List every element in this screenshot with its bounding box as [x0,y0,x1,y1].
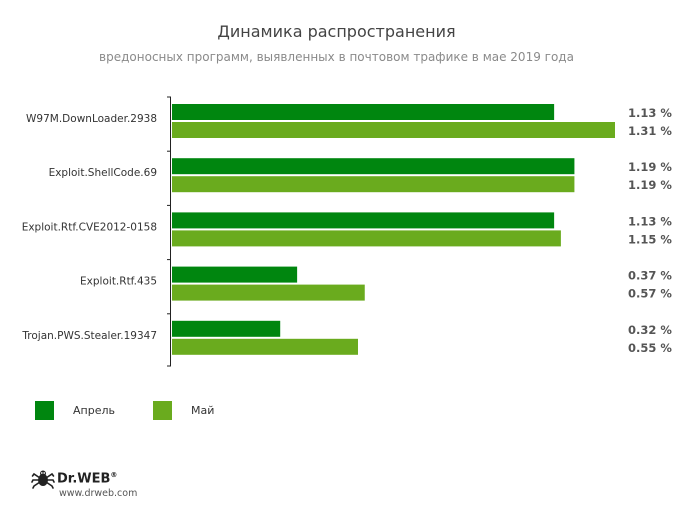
bar-april [172,104,555,120]
value-label-may: 1.19 % [628,178,672,192]
bar-april [172,212,555,229]
chart-title: Динамика распространения [217,22,456,41]
value-label-may: 1.31 % [628,124,672,138]
category-label: Exploit.Rtf.CVE2012-0158 [22,221,157,233]
legend-label-april: Апрель [73,404,115,417]
value-label-april: 1.13 % [628,214,672,228]
category-label: Exploit.Rtf.435 [80,276,157,288]
logo-text: Dr.WEB® [57,471,118,487]
bar-april [172,266,298,283]
value-label-april: 0.37 % [628,269,672,283]
value-label-april: 0.32 % [628,323,672,337]
value-label-april: 1.13 % [628,106,672,120]
legend-swatch-may [153,401,172,420]
legend-swatch-april [35,401,54,420]
bar-april [172,158,575,175]
value-label-may: 0.55 % [628,341,672,355]
value-label-april: 1.19 % [628,160,672,174]
legend-label-may: Май [191,404,215,417]
bar-april [172,320,281,337]
category-label: Trojan.PWS.Stealer.19347 [21,330,157,342]
bar-may [172,176,575,193]
spider-icon [31,470,55,489]
bar-may [172,284,365,301]
bar-chart: W97M.DownLoader.2938 1.13 % 1.31 % Exploit.… [21,96,672,367]
bar-may [172,122,615,138]
category-label: W97M.DownLoader.2938 [26,113,157,125]
chart-subtitle: вредоносных программ, выявленных в почто… [99,50,574,64]
category-label: Exploit.ShellCode.69 [49,167,157,179]
bar-may [172,338,358,355]
value-label-may: 0.57 % [628,287,672,301]
website-url: www.drweb.com [59,488,138,499]
bar-may [172,230,561,247]
value-label-may: 1.15 % [628,232,672,246]
